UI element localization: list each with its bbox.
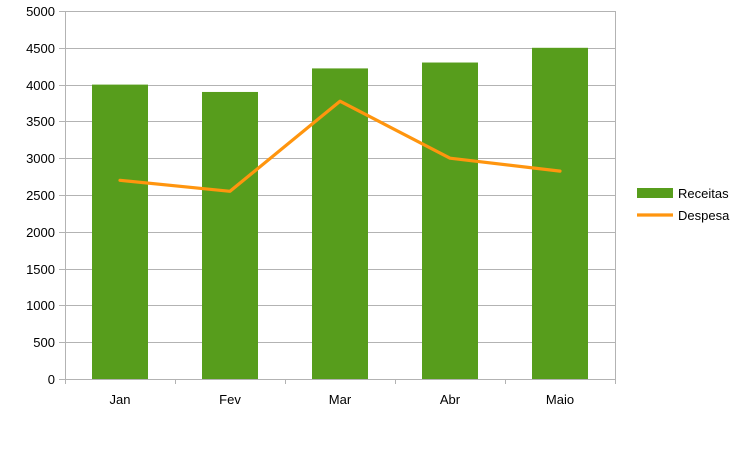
y-tick-label: 3500 [26, 114, 55, 129]
y-tick-label: 500 [33, 335, 55, 350]
bar-series-receitas [92, 48, 588, 379]
y-tick-label: 0 [48, 372, 55, 387]
y-tick-label: 2000 [26, 225, 55, 240]
y-tick-label: 4500 [26, 41, 55, 56]
bar-receitas-mar [312, 68, 368, 379]
bar-receitas-abr [422, 63, 478, 379]
legend: Receitas Despesa [637, 186, 730, 223]
x-tick-label: Fev [219, 392, 241, 407]
bar-receitas-maio [532, 48, 588, 379]
bar-receitas-fev [202, 92, 258, 379]
legend-label-despesa: Despesa [678, 208, 730, 223]
y-tick-label: 3000 [26, 151, 55, 166]
bar-receitas-jan [92, 85, 148, 379]
legend-label-receitas: Receitas [678, 186, 729, 201]
x-tick-label: Maio [546, 392, 574, 407]
x-tick-label: Mar [329, 392, 352, 407]
legend-swatch-receitas [637, 188, 673, 198]
y-tick-label: 1500 [26, 262, 55, 277]
x-tick-label: Abr [440, 392, 461, 407]
y-tick-label: 1000 [26, 298, 55, 313]
y-tick-label: 5000 [26, 4, 55, 19]
x-tick-label: Jan [110, 392, 131, 407]
y-tick-label: 4000 [26, 78, 55, 93]
y-tick-label: 2500 [26, 188, 55, 203]
